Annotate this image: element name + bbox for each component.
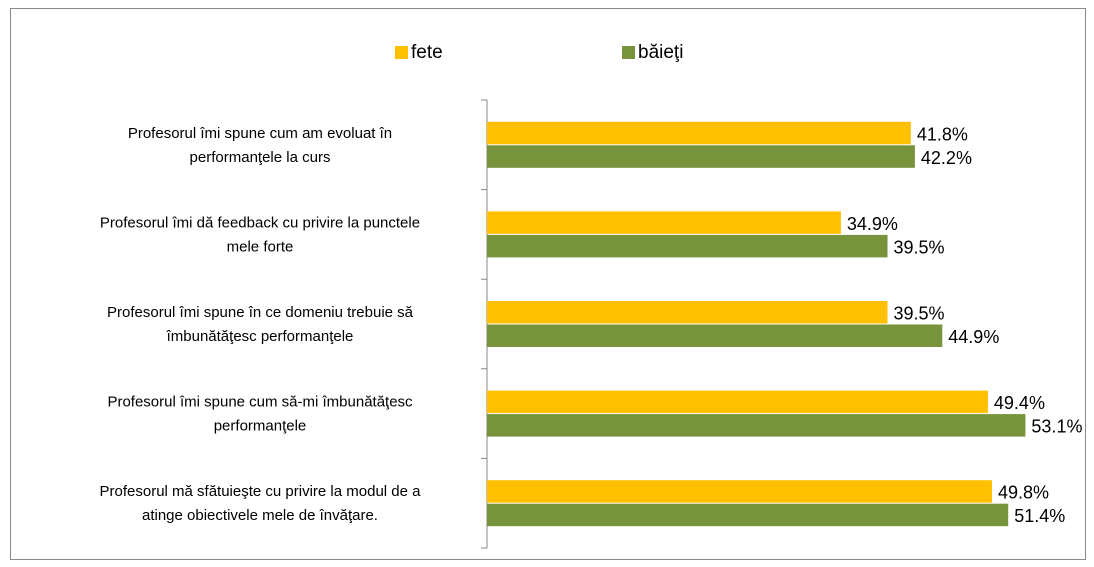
bar xyxy=(487,121,911,145)
chart-border xyxy=(10,8,1086,560)
legend-label: băieţi xyxy=(638,42,683,63)
bar xyxy=(487,414,1026,437)
data-label: 49.8% xyxy=(998,483,1049,503)
y-tick-label: performanţele xyxy=(214,418,307,435)
bar xyxy=(487,301,888,324)
data-label: 51.4% xyxy=(1014,506,1065,526)
y-tick-label: atinge obiectivele mele de învăţare. xyxy=(142,507,378,524)
bar xyxy=(487,234,888,258)
data-label: 41.8% xyxy=(917,124,968,144)
legend-label: fete xyxy=(411,42,443,63)
bar xyxy=(487,145,915,168)
bar xyxy=(487,390,988,414)
data-label: 42.2% xyxy=(921,148,972,168)
y-tick-label: îmbunătăţesc performanţele xyxy=(166,328,354,345)
y-tick-label: Profesorul mă sfătuieşte cu privire la m… xyxy=(100,483,422,500)
y-tick-label: Profesorul îmi dă feedback cu privire la… xyxy=(100,214,420,231)
y-tick-label: Profesorul îmi spune cum să-mi îmbunătăţ… xyxy=(107,394,413,411)
bar xyxy=(487,324,943,347)
bar xyxy=(487,211,841,234)
data-label: 53.1% xyxy=(1031,417,1082,437)
data-label: 44.9% xyxy=(948,327,999,347)
y-tick-label: mele forte xyxy=(227,238,294,255)
bar xyxy=(487,503,1009,527)
data-label: 49.4% xyxy=(994,393,1045,413)
data-label: 39.5% xyxy=(894,237,945,257)
bar xyxy=(487,480,992,503)
legend-swatch xyxy=(622,46,635,59)
data-label: 34.9% xyxy=(847,214,898,234)
data-label: 39.5% xyxy=(894,304,945,324)
y-tick-label: performanţele la curs xyxy=(190,149,331,166)
y-tick-label: Profesorul îmi spune cum am evoluat în xyxy=(128,125,392,142)
legend-swatch xyxy=(395,46,408,59)
y-tick-label: Profesorul îmi spune în ce domeniu trebu… xyxy=(107,304,414,321)
